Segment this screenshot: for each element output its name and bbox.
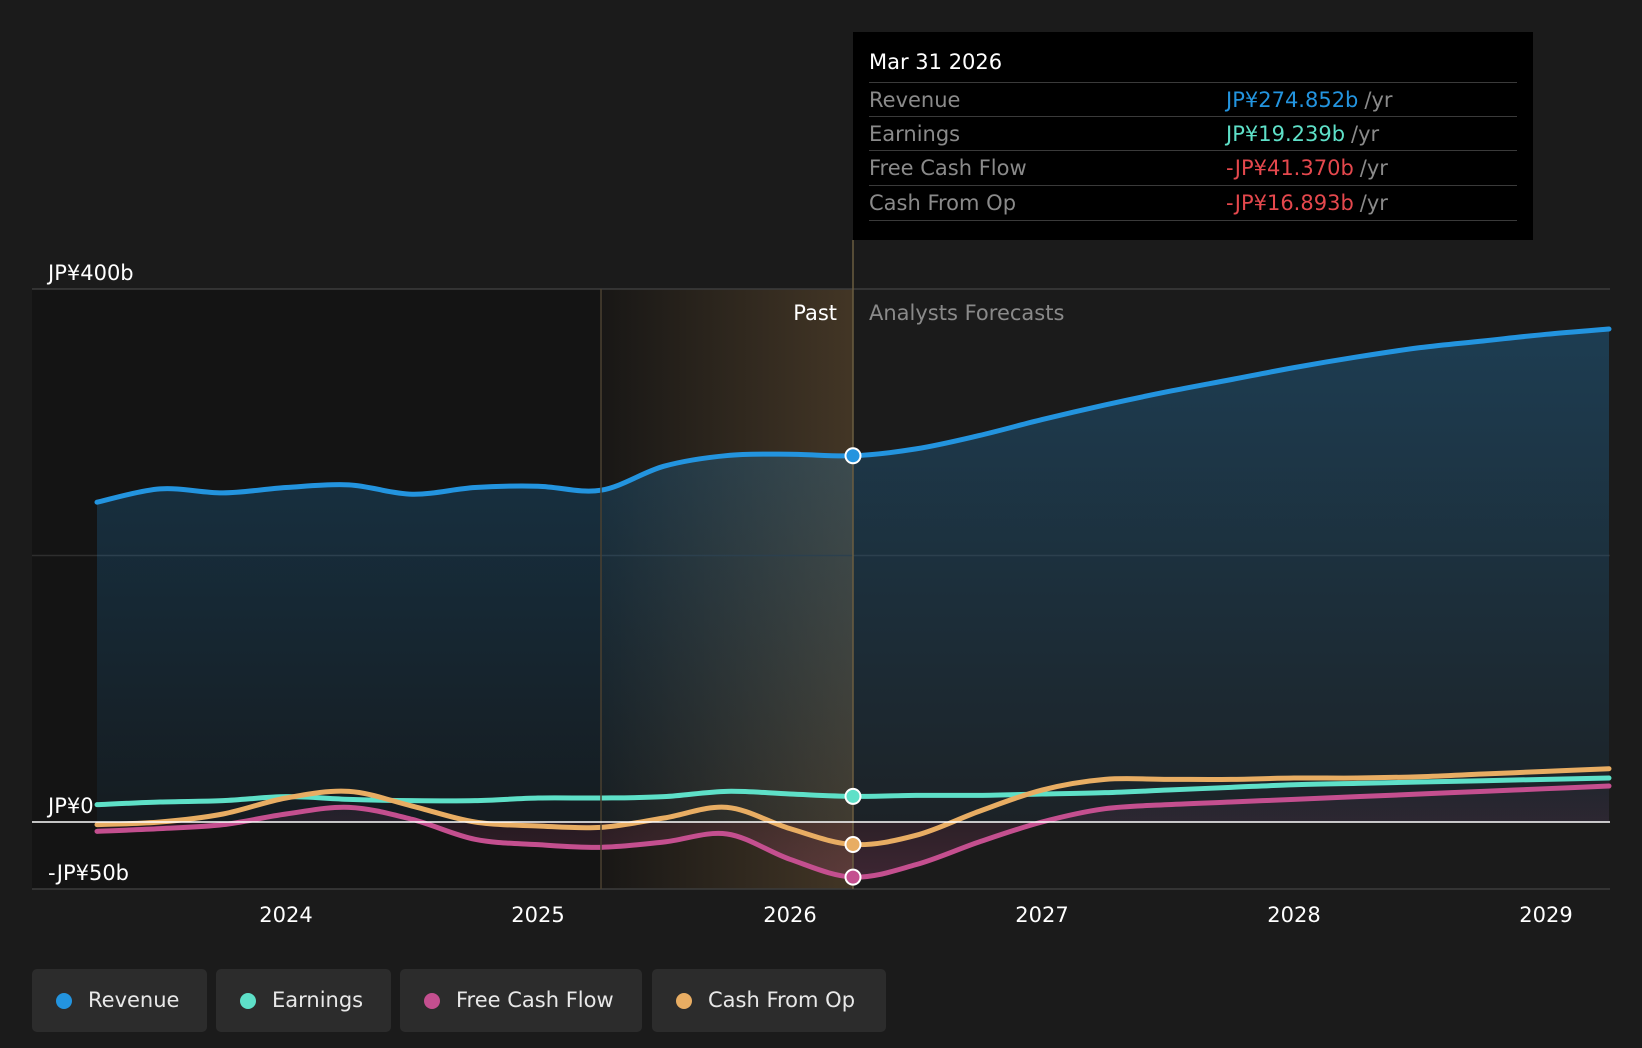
legend-dot-icon: [676, 993, 692, 1009]
tooltip-value: -JP¥16.893b/yr: [1226, 191, 1388, 215]
y-axis-label: JP¥400b: [46, 261, 134, 285]
revenue-marker: [844, 447, 862, 465]
x-axis-label: 2028: [1267, 903, 1320, 927]
x-axis-label: 2024: [259, 903, 312, 927]
tooltip-row-earnings: Earnings JP¥19.239b/yr: [869, 116, 1517, 151]
x-axis-label: 2025: [511, 903, 564, 927]
tooltip-row-cfo: Cash From Op -JP¥16.893b/yr: [869, 185, 1517, 221]
legend-label: Free Cash Flow: [456, 988, 614, 1012]
tooltip-label: Cash From Op: [869, 191, 1017, 215]
legend-item-earnings[interactable]: Earnings: [216, 969, 391, 1032]
past-label: Past: [793, 301, 837, 325]
cash-from-op-marker: [844, 836, 862, 854]
y-axis-label: JP¥0: [46, 794, 94, 818]
tooltip-row-revenue: Revenue JP¥274.852b/yr: [869, 82, 1517, 117]
x-axis-label: 2027: [1015, 903, 1068, 927]
legend-label: Earnings: [272, 988, 364, 1012]
x-axis-label: 2029: [1519, 903, 1572, 927]
x-axis-label: 2026: [763, 903, 816, 927]
legend-dot-icon: [240, 993, 256, 1009]
forecast-label: Analysts Forecasts: [869, 301, 1064, 325]
tooltip-row-fcf: Free Cash Flow -JP¥41.370b/yr: [869, 150, 1517, 186]
legend-item-cash-from-op[interactable]: Cash From Op: [652, 969, 886, 1032]
tooltip-label: Free Cash Flow: [869, 156, 1027, 180]
legend-label: Revenue: [88, 988, 180, 1012]
tooltip-value: JP¥274.852b/yr: [1226, 88, 1393, 112]
legend-item-revenue[interactable]: Revenue: [32, 969, 207, 1032]
earnings-marker: [844, 787, 862, 805]
legend-dot-icon: [56, 993, 72, 1009]
y-axis-label: -JP¥50b: [48, 861, 129, 885]
tooltip-value: -JP¥41.370b/yr: [1226, 156, 1388, 180]
legend-item-free-cash-flow[interactable]: Free Cash Flow: [400, 969, 642, 1032]
legend-label: Cash From Op: [708, 988, 856, 1012]
tooltip-label: Earnings: [869, 122, 961, 146]
legend-dot-icon: [424, 993, 440, 1009]
tooltip-label: Revenue: [869, 88, 961, 112]
free-cash-flow-marker: [844, 868, 862, 886]
tooltip-value: JP¥19.239b/yr: [1226, 122, 1380, 146]
tooltip-date: Mar 31 2026: [869, 50, 1003, 74]
tooltip: Mar 31 2026 Revenue JP¥274.852b/yr Earni…: [853, 32, 1533, 240]
